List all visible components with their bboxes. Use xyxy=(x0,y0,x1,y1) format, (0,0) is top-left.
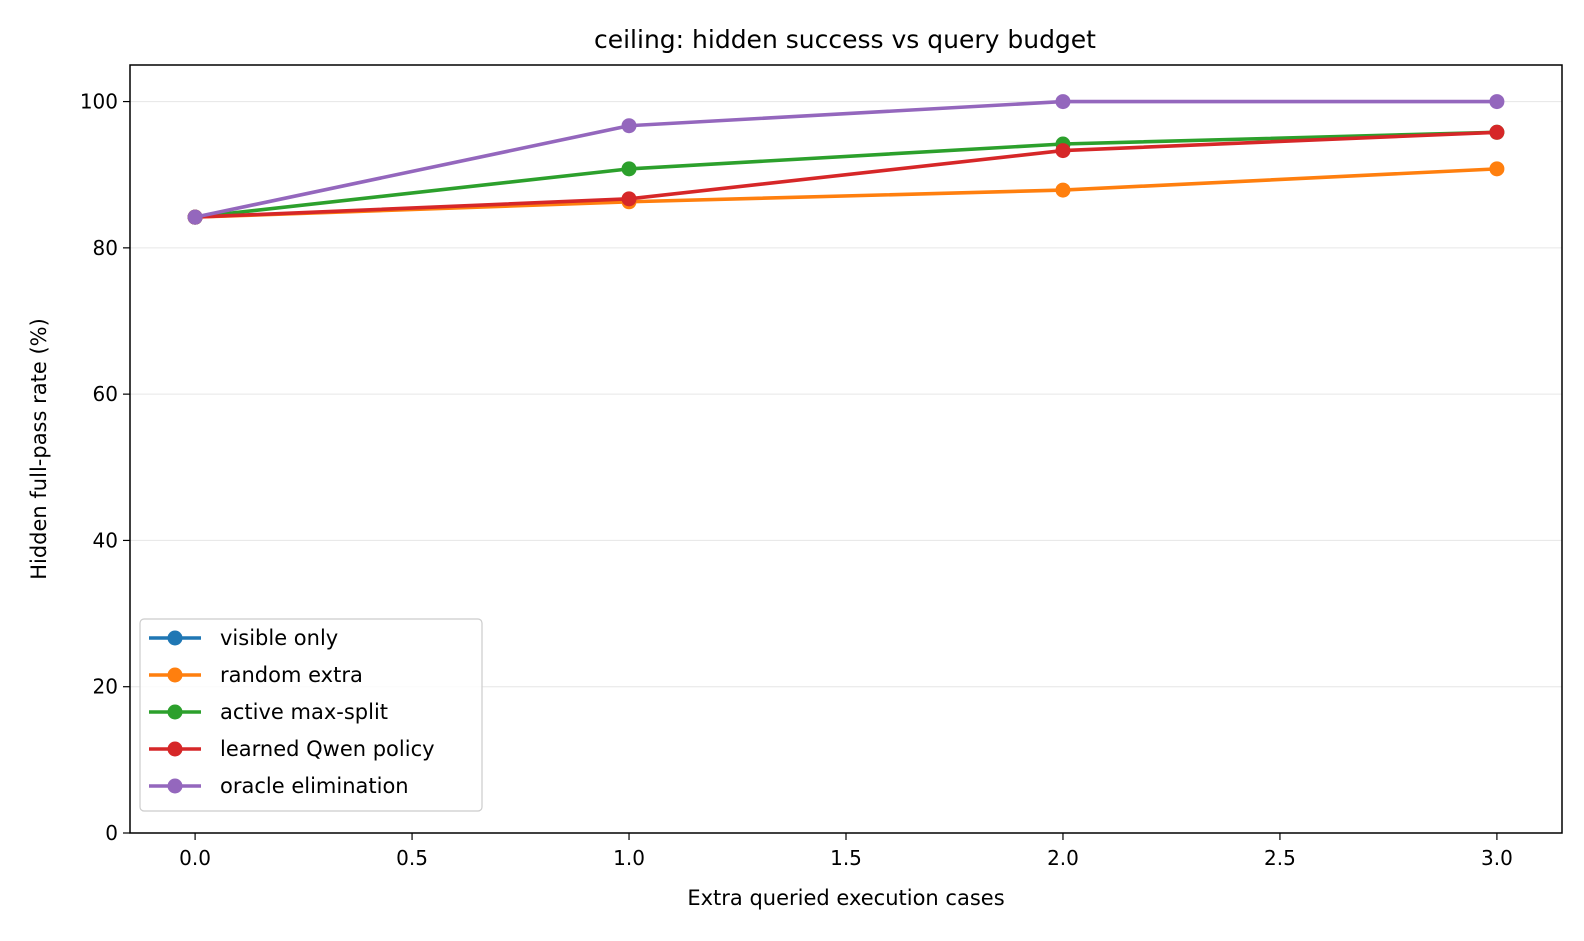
series-line xyxy=(193,130,1499,219)
y-axis-ticks: 0 20 40 60 80 100 xyxy=(80,90,130,845)
legend-item: visible only xyxy=(149,626,338,650)
y-tick-label: 20 xyxy=(93,675,118,699)
data-point xyxy=(1489,161,1505,177)
series-learned-qwen-policy xyxy=(187,124,1505,225)
series-group xyxy=(187,94,1505,225)
x-tick-label: 2.0 xyxy=(1047,846,1079,870)
data-point xyxy=(1489,124,1505,140)
legend-swatch-marker xyxy=(167,630,183,646)
data-point xyxy=(1055,94,1071,110)
y-tick-label: 0 xyxy=(105,821,118,845)
series-line xyxy=(193,99,1499,219)
legend-label: active max-split xyxy=(220,700,388,724)
legend-item: learned Qwen policy xyxy=(149,737,435,761)
legend-label: random extra xyxy=(220,663,363,687)
x-tick-label: 2.5 xyxy=(1264,846,1296,870)
legend: visible only random extra active max-split… xyxy=(139,618,483,812)
x-axis-ticks: 0.0 0.5 1.0 1.5 2.0 2.5 3.0 xyxy=(179,833,1513,870)
y-tick-label: 40 xyxy=(93,528,118,552)
x-tick-label: 0.0 xyxy=(179,846,211,870)
data-point xyxy=(621,161,637,177)
data-point xyxy=(621,191,637,207)
legend-label: learned Qwen policy xyxy=(220,737,435,761)
legend-item: random extra xyxy=(149,663,363,687)
legend-swatch-marker xyxy=(167,741,183,757)
data-point xyxy=(187,209,203,225)
legend-label: oracle elimination xyxy=(220,774,409,798)
series-line xyxy=(193,130,1499,219)
legend-swatch-marker xyxy=(167,667,183,683)
series-oracle-elimination xyxy=(187,94,1505,225)
x-tick-label: 3.0 xyxy=(1481,846,1513,870)
x-axis-label: Extra queried execution cases xyxy=(687,886,1004,910)
legend-swatch-marker xyxy=(167,778,183,794)
legend-swatch-marker xyxy=(167,704,183,720)
data-point xyxy=(621,118,637,134)
x-tick-label: 1.0 xyxy=(613,846,645,870)
legend-box xyxy=(139,618,483,812)
legend-item: oracle elimination xyxy=(149,774,409,798)
data-point xyxy=(1055,182,1071,198)
y-tick-label: 100 xyxy=(80,90,118,114)
y-tick-label: 60 xyxy=(93,382,118,406)
y-tick-label: 80 xyxy=(93,236,118,260)
legend-label: visible only xyxy=(220,626,338,650)
x-tick-label: 1.5 xyxy=(830,846,862,870)
y-axis-label: Hidden full-pass rate (%) xyxy=(27,318,51,580)
chart-title: ceiling: hidden success vs query budget xyxy=(594,25,1096,54)
x-tick-label: 0.5 xyxy=(396,846,428,870)
data-point xyxy=(1055,143,1071,159)
legend-item: active max-split xyxy=(149,700,388,724)
data-point xyxy=(1489,94,1505,110)
series-random-extra xyxy=(187,161,1505,225)
